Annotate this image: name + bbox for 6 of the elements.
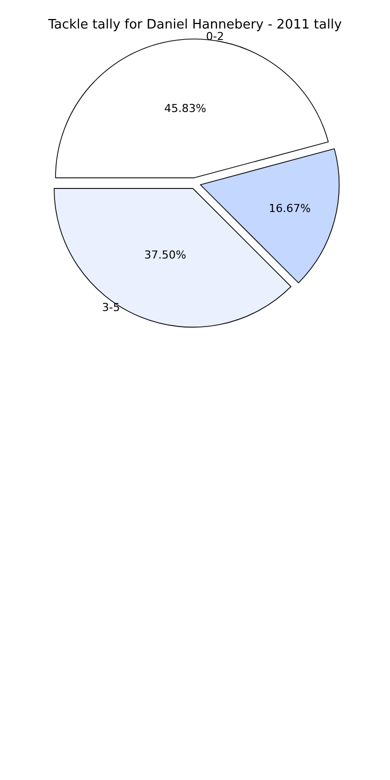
chart-title: Tackle tally for Daniel Hannebery - 2011 tally [47,18,342,33]
slice-label: 0-2 [206,30,224,43]
data-label: 16.67% [268,202,311,216]
data-label: 37.50% [144,248,186,262]
data-label: 45.83% [164,102,206,116]
slice-label: 3-5 [102,301,120,314]
